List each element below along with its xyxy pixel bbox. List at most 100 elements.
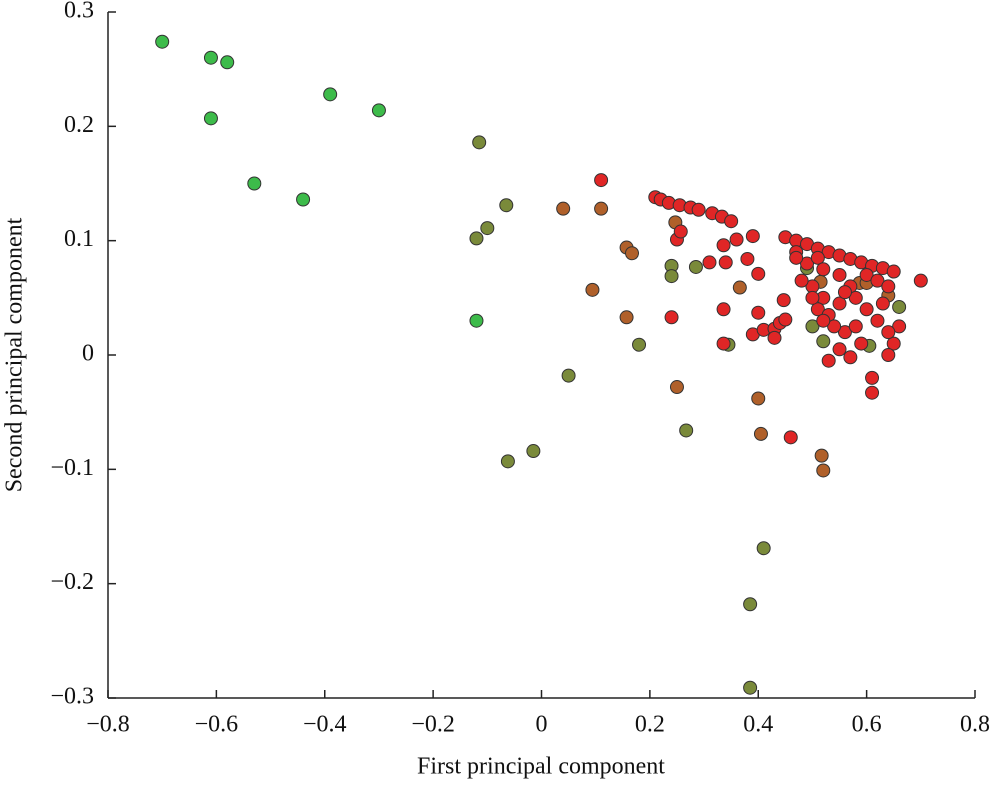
point xyxy=(821,353,836,368)
point xyxy=(854,336,869,351)
point xyxy=(745,229,760,244)
point xyxy=(870,273,885,288)
x-tick-label: 0.6 xyxy=(852,712,882,738)
point xyxy=(472,135,487,150)
point xyxy=(881,279,896,294)
point xyxy=(810,302,825,317)
point xyxy=(753,426,768,441)
point xyxy=(827,319,842,334)
x-tick-label: −0.2 xyxy=(411,712,455,738)
y-tick-label: −0.3 xyxy=(50,684,94,710)
point xyxy=(865,370,880,385)
point xyxy=(526,444,541,459)
point xyxy=(673,224,688,239)
point xyxy=(740,251,755,266)
point xyxy=(837,285,852,300)
point xyxy=(886,336,901,351)
point xyxy=(500,454,515,469)
point xyxy=(751,305,766,320)
point xyxy=(323,87,338,102)
y-tick-label: −0.1 xyxy=(50,455,94,481)
x-tick-label: 0.4 xyxy=(743,712,773,738)
point xyxy=(585,282,600,297)
point xyxy=(751,391,766,406)
point xyxy=(767,330,782,345)
x-axis-title: First principal component xyxy=(417,754,665,780)
y-tick-label: 0.1 xyxy=(64,226,94,252)
point xyxy=(870,313,885,328)
point xyxy=(203,111,218,126)
point xyxy=(794,273,809,288)
point xyxy=(848,290,863,305)
point xyxy=(594,201,609,216)
x-tick-label: −0.6 xyxy=(195,712,239,738)
point xyxy=(296,192,311,207)
point xyxy=(865,385,880,400)
point xyxy=(743,597,758,612)
point xyxy=(881,325,896,340)
point xyxy=(859,267,874,282)
point xyxy=(837,325,852,340)
point xyxy=(669,380,684,395)
y-axis-title: Second principal component xyxy=(2,217,28,492)
y-tick-label: −0.2 xyxy=(50,569,94,595)
point xyxy=(632,337,647,352)
point xyxy=(220,55,235,70)
point xyxy=(664,310,679,325)
point xyxy=(848,319,863,334)
point xyxy=(732,280,747,295)
point xyxy=(203,50,218,65)
point xyxy=(469,313,484,328)
point xyxy=(664,269,679,284)
point xyxy=(881,348,896,362)
point xyxy=(688,259,703,274)
point xyxy=(624,246,639,261)
point xyxy=(691,202,706,217)
point xyxy=(832,267,847,282)
point xyxy=(679,423,694,438)
x-tick-label: 0.2 xyxy=(635,712,665,738)
point xyxy=(800,256,815,271)
point xyxy=(480,221,495,236)
y-tick-label: 0 xyxy=(82,341,94,367)
y-tick-label: 0.2 xyxy=(64,112,94,138)
point xyxy=(724,214,739,229)
point xyxy=(886,264,901,279)
point xyxy=(469,231,484,246)
point xyxy=(843,350,858,365)
point xyxy=(805,319,820,334)
point xyxy=(892,319,907,334)
point xyxy=(594,173,609,188)
point xyxy=(816,262,831,277)
point xyxy=(776,293,791,308)
point xyxy=(561,368,576,383)
point xyxy=(892,299,907,314)
point xyxy=(814,448,829,463)
point xyxy=(859,302,874,317)
point xyxy=(832,296,847,311)
x-tick-label: −0.4 xyxy=(303,712,347,738)
point xyxy=(875,296,890,311)
point xyxy=(743,680,758,695)
point xyxy=(499,198,514,213)
x-tick-label: −0.8 xyxy=(86,712,130,738)
point xyxy=(716,238,731,253)
point xyxy=(810,250,825,265)
point xyxy=(778,312,793,327)
point xyxy=(913,273,928,288)
point xyxy=(756,541,771,556)
point xyxy=(619,310,634,325)
point xyxy=(702,255,717,270)
point xyxy=(751,266,766,281)
point xyxy=(155,34,170,49)
point xyxy=(789,250,804,265)
point xyxy=(816,463,831,478)
point xyxy=(783,430,798,445)
point xyxy=(805,290,820,305)
point xyxy=(729,232,744,247)
y-tick-label: 0.3 xyxy=(64,0,94,24)
point xyxy=(247,176,262,191)
point xyxy=(718,255,733,270)
point xyxy=(371,103,386,118)
